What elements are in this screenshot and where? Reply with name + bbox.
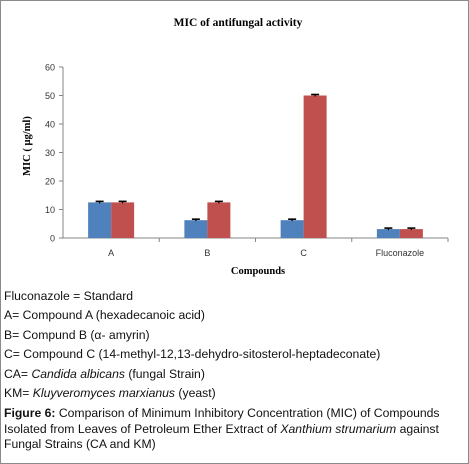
x-tick-label: Fluconazole [376, 248, 425, 258]
y-tick-label: 20 [45, 177, 55, 187]
legend-notes: Fluconazole = Standard A= Compound A (he… [4, 287, 466, 403]
note-km: KM= Kluyveromyces marxianus (yeast) [4, 384, 466, 403]
figure-label: Figure 6: [4, 406, 56, 420]
y-axis-label: MIC ( µg/ml) [22, 116, 33, 176]
bar-chart: MIC of antifungal activity MIC ( µg/ml) … [22, 17, 449, 277]
figure-caption: Figure 6: Comparison of Minimum Inhibito… [4, 406, 466, 453]
x-tick-label: C [300, 248, 307, 258]
note-ca-prefix: CA= [4, 366, 32, 381]
bar [184, 220, 208, 238]
y-tick-label: 0 [50, 234, 55, 244]
figure-text-2: against Fungal Strains (CA and KM) [4, 421, 439, 452]
bar [399, 229, 423, 238]
note-ca: CA= Candida albicans (fungal Strain) [4, 365, 466, 384]
x-tick-label: A [108, 248, 114, 258]
figure-species: Xanthium strumarium [280, 421, 397, 436]
y-tick-label: 40 [45, 120, 55, 130]
note-km-suffix: (yeast) [175, 386, 216, 401]
bar [303, 95, 327, 238]
bar [376, 229, 400, 238]
note-ca-suffix: (fungal Strain) [124, 366, 205, 381]
bar [88, 202, 112, 238]
y-tick-label: 10 [45, 205, 55, 215]
note-compound-a: A= Compound A (hexadecanoic acid) [4, 308, 205, 323]
note-compound-c: C= Compound C (14-methyl-12,13-dehydro-s… [4, 347, 381, 362]
note-km-species: Kluyveromyces marxianus [32, 386, 176, 401]
bar [207, 202, 231, 238]
chart-title: MIC of antifungal activity [174, 17, 303, 29]
x-axis-label: Compounds [231, 266, 285, 277]
figure-text-1: Comparison of Minimum Inhibitory Concent… [4, 406, 440, 436]
y-tick-label: 30 [45, 148, 55, 158]
y-tick-label: 50 [45, 91, 55, 101]
note-km-prefix: KM= [4, 386, 33, 401]
note-compound-b: B= Compund B (α- amyrin) [4, 327, 150, 342]
x-tick-label: B [204, 248, 210, 258]
note-ca-species: Candida albicans [31, 366, 125, 381]
note-standard: Fluconazole = Standard [4, 289, 134, 303]
y-tick-label: 60 [45, 63, 55, 73]
bar [280, 220, 304, 238]
bar [111, 202, 135, 238]
